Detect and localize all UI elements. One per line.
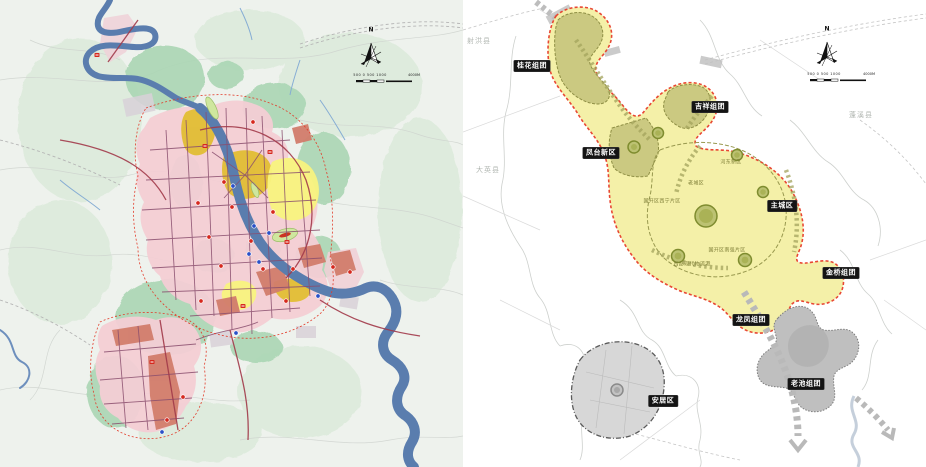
right-map-river — [850, 395, 861, 467]
inner-ring-road — [646, 142, 787, 278]
red-dashed-boundary — [90, 94, 334, 440]
terrain-light-vegetation — [8, 10, 462, 462]
creeks — [59, 7, 346, 211]
gray-corridors — [741, 290, 896, 454]
blue-facility-markers — [159, 183, 321, 435]
north-town-pink-area — [100, 14, 138, 62]
red-facility-markers — [94, 53, 353, 423]
laochi-core — [788, 325, 829, 367]
railway-dashed-lines — [0, 21, 463, 346]
plan-area-yellow — [547, 6, 845, 334]
arterial-roads — [59, 19, 421, 441]
road-network — [99, 107, 323, 431]
anju-reserve-area — [570, 341, 665, 439]
green-node-cores — [631, 130, 766, 264]
district-structure-map: 射洪县 大英县 蓬溪县 桂花组团 吉祥组团 凤台新区 主城区 金桥组团 龙凤组团… — [463, 0, 926, 467]
land-use-plan-canvas — [0, 0, 463, 467]
district-structure-canvas — [463, 0, 926, 467]
olive-corridor-bands — [574, 38, 800, 271]
jixiang-subarea — [663, 84, 711, 129]
land-use-plan-map — [0, 0, 463, 467]
admin-boundary-lines — [500, 19, 893, 467]
